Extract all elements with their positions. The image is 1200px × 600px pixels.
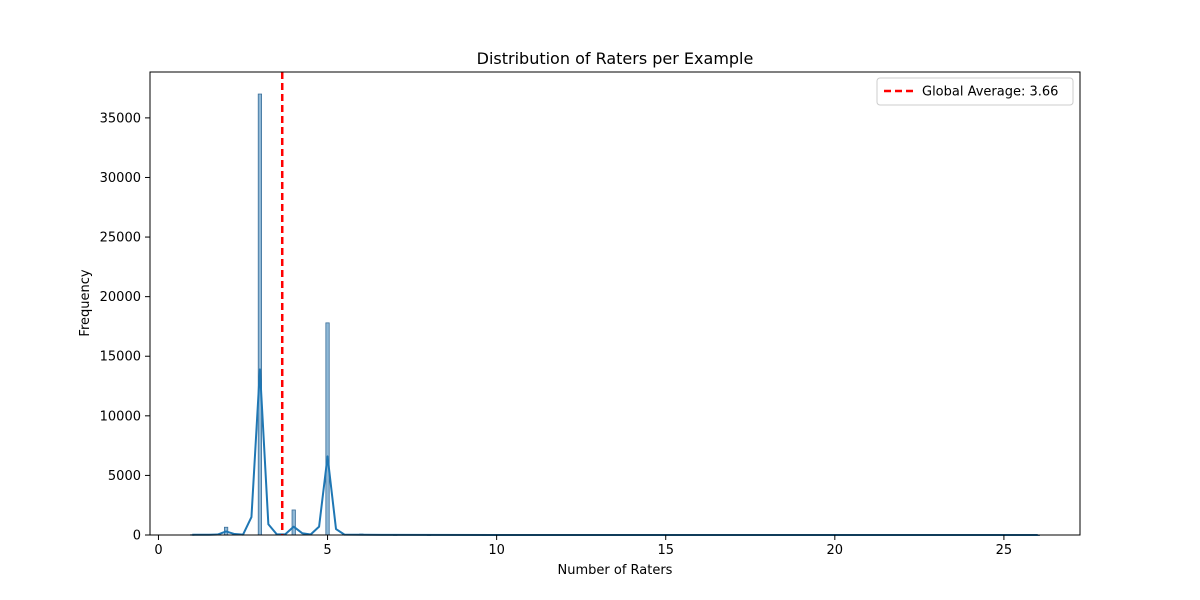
axes-frame (149, 71, 1081, 536)
x-tick-label: 10 (488, 543, 505, 558)
y-axis-label: Frequency (78, 269, 93, 336)
y-tick-label: 5000 (108, 469, 141, 484)
y-tick-label: 35000 (100, 111, 141, 126)
y-tick-label: 30000 (100, 171, 141, 186)
x-axis: 0 5 10 15 20 25 (154, 535, 1012, 558)
chart-title: Distribution of Raters per Example (477, 49, 754, 68)
legend: Global Average: 3.66 (876, 77, 1074, 106)
y-tick-label: 10000 (100, 409, 141, 424)
x-tick-label: 20 (827, 543, 844, 558)
y-tick-label: 15000 (100, 350, 141, 365)
histogram-bar (257, 93, 263, 536)
y-tick-label: 25000 (100, 231, 141, 246)
x-axis-label: Number of Raters (558, 563, 673, 578)
x-tick-label: 25 (996, 543, 1013, 558)
legend-label: Global Average: 3.66 (922, 85, 1058, 100)
x-tick-label: 0 (154, 543, 162, 558)
y-tick-label: 20000 (100, 290, 141, 305)
x-tick-label: 15 (657, 543, 674, 558)
histogram-bar (291, 509, 296, 536)
legend-box (876, 77, 1074, 106)
y-tick-label: 0 (133, 529, 141, 544)
x-tick-label: 5 (323, 543, 331, 558)
y-axis: 0 5000 10000 15000 20000 25000 30000 35000 (100, 111, 150, 544)
histogram-bar (325, 322, 330, 536)
